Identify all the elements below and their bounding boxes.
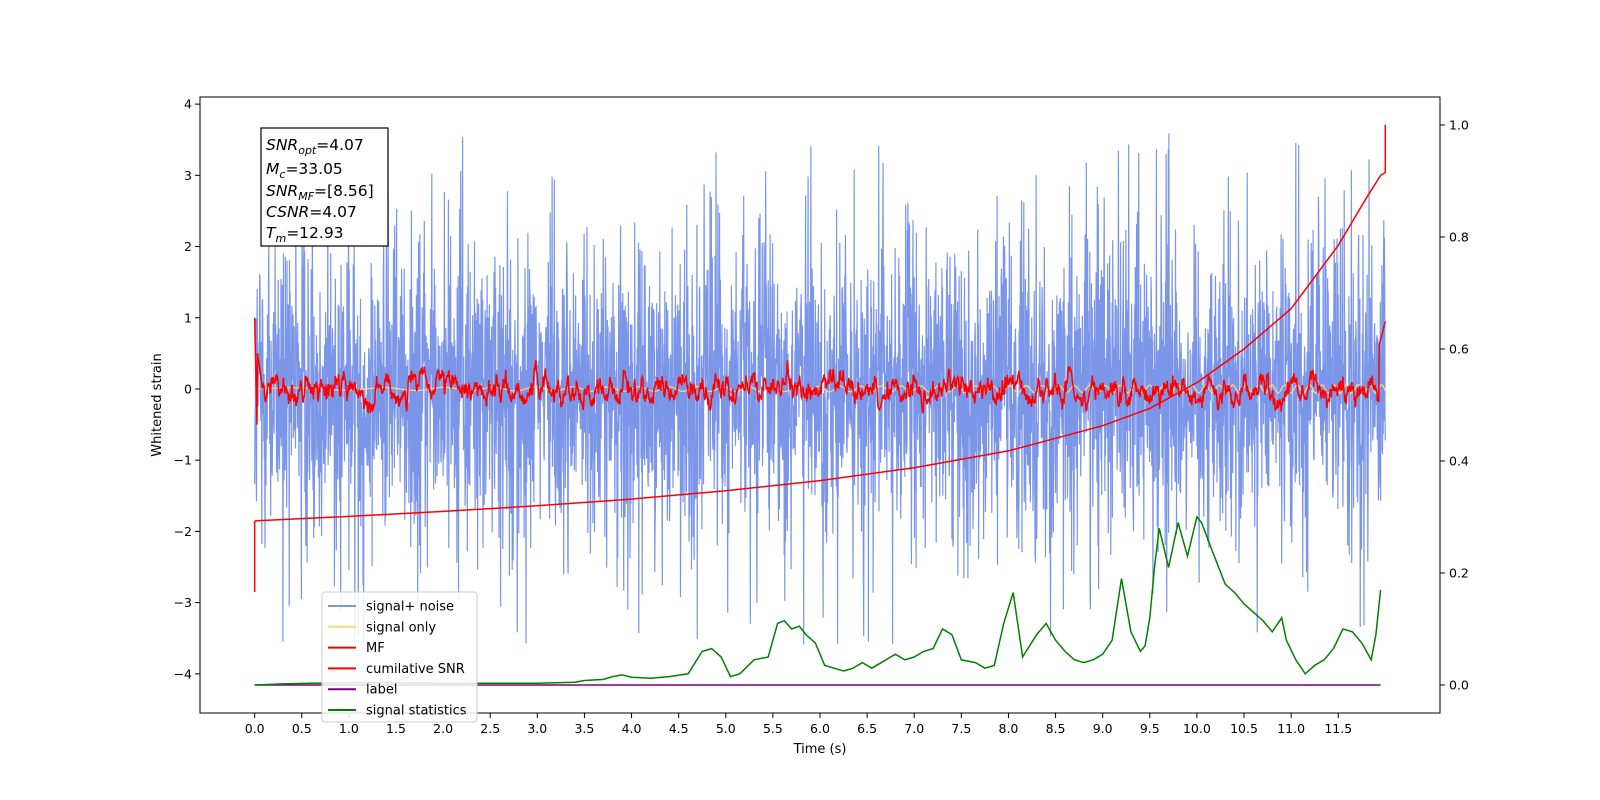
annotation-box: SNRopt=4.07 Mc=33.05 SNRMF=[8.56] CSNR=4… [260,127,389,247]
y2-tick-label: 0.2 [1449,566,1469,581]
x-tick-label: 1.0 [339,721,359,736]
x-tick-label: 6.0 [810,721,830,736]
y-tick-label: −1 [174,453,192,468]
y-tick-label: −3 [174,595,192,610]
x-tick-label: 9.0 [1093,721,1113,736]
annotation-snr-opt: SNRopt=4.07 [266,136,364,157]
legend: signal+ noise signal only MF cumilative SNR… [321,591,478,723]
y-tick-label: 3 [184,168,192,183]
series-mf [253,317,1387,425]
y2-tick-label: 0.4 [1449,454,1469,469]
x-tick-label: 0.0 [245,721,265,736]
y-axis-right: 0.0 0.2 0.4 0.6 0.8 1.0 [1440,118,1469,693]
x-tick-label: 8.5 [1046,721,1066,736]
y2-tick-label: 1.0 [1449,118,1469,133]
legend-entry: signal only [366,620,436,635]
x-tick-label: 5.5 [763,721,783,736]
x-tick-label: 3.5 [574,721,594,736]
legend-entry: label [366,683,397,698]
x-tick-label: 7.5 [951,721,971,736]
x-tick-label: 0.5 [292,721,312,736]
x-tick-label: 9.5 [1140,721,1160,736]
x-tick-label: 11.0 [1277,721,1305,736]
y2-tick-label: 0.0 [1449,678,1469,693]
y2-tick-label: 0.8 [1449,230,1469,245]
annotation-tm: Tm=12.93 [266,224,344,245]
x-tick-label: 6.5 [857,721,877,736]
y-tick-label: 0 [184,381,192,396]
y-tick-label: 1 [184,310,192,325]
y-tick-label: −4 [174,666,192,681]
x-tick-label: 10.0 [1183,721,1211,736]
y-axis-left: 4 3 2 1 0 −1 −2 −3 −4 [174,97,200,681]
x-tick-label: 2.0 [433,721,453,736]
x-tick-label: 8.0 [999,721,1019,736]
legend-entry: MF [366,641,385,656]
x-tick-label: 1.5 [386,721,406,736]
y-axis-label: Whitened strain [150,353,165,456]
legend-entry: cumilative SNR [366,662,465,677]
x-tick-label: 5.0 [716,721,736,736]
y-tick-label: −2 [174,524,192,539]
x-tick-label: 4.5 [669,721,689,736]
legend-entry: signal statistics [366,704,467,719]
series-signal-only [254,383,1386,395]
y2-tick-label: 0.6 [1449,342,1469,357]
annotation-snr-mf: SNRMF=[8.56] [266,182,374,203]
x-tick-label: 3.0 [527,721,547,736]
annotation-csnr: CSNR=4.07 [266,203,357,221]
series-signal-statistics [254,515,1382,686]
x-tick-label: 4.0 [622,721,642,736]
x-axis-label: Time (s) [793,742,847,757]
x-tick-label: 11.5 [1324,721,1352,736]
annotation-mc: Mc=33.05 [266,160,343,181]
y-tick-label: 4 [184,97,192,112]
legend-entry: signal+ noise [366,600,454,615]
y-tick-label: 2 [184,239,192,254]
x-tick-label: 7.0 [904,721,924,736]
x-tick-label: 10.5 [1230,721,1258,736]
x-axis: 0.0 0.5 1.0 1.5 2.0 2.5 3.0 3.5 4.0 4.5 5.0 5.5 6.0 6… [245,713,1352,736]
series-signal-noise [254,133,1386,645]
series-cumulative-snr [254,125,1387,522]
x-tick-label: 2.5 [480,721,500,736]
